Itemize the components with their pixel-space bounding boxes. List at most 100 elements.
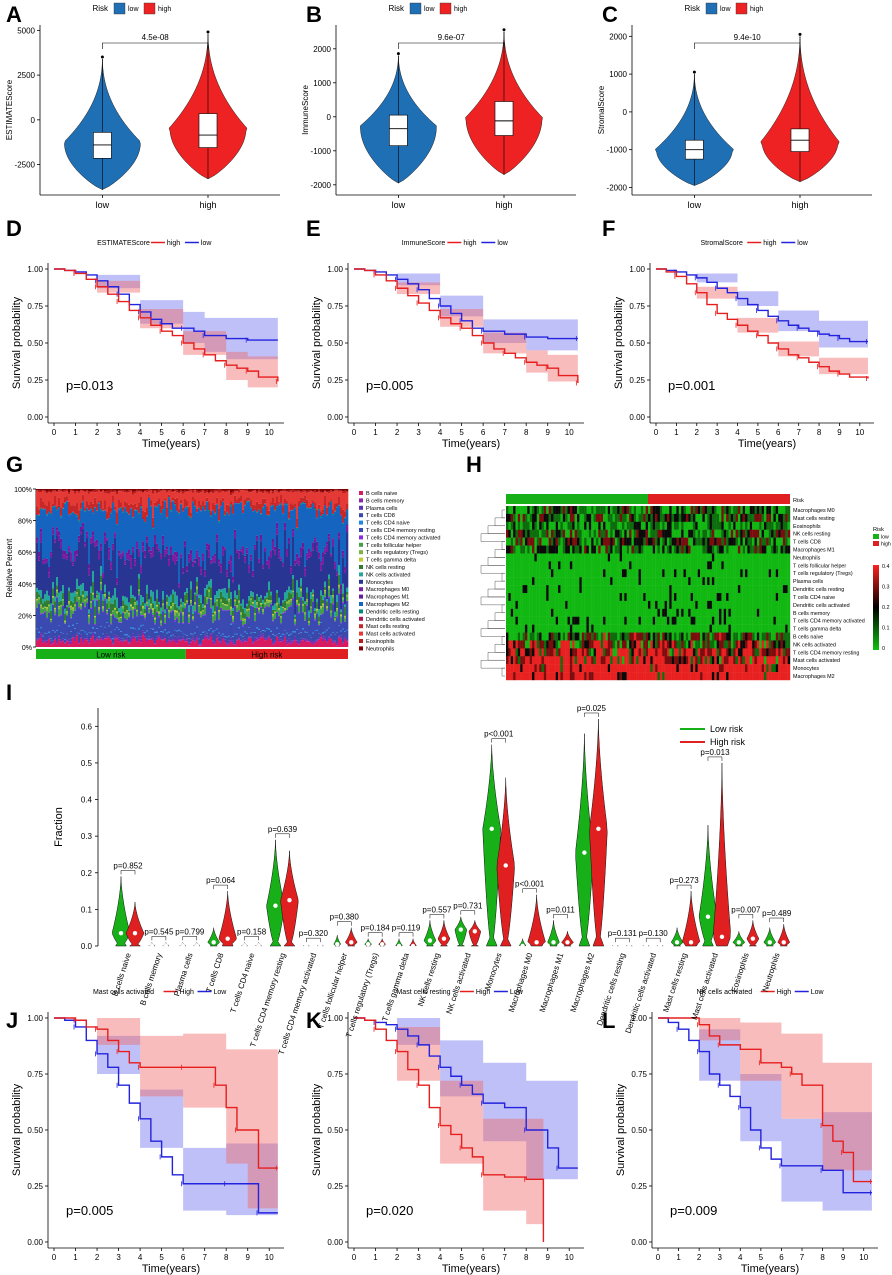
heatmap-cell (733, 545, 736, 554)
bar-segment (38, 603, 41, 604)
bar-segment (84, 631, 87, 633)
bar-segment (36, 587, 39, 592)
survival-curve-High (354, 1017, 545, 1242)
bar-segment (102, 490, 105, 509)
heatmap-cell (581, 529, 585, 538)
bar-segment (44, 633, 47, 639)
heatmap-cell (621, 513, 625, 523)
bar-segment (320, 515, 323, 518)
bar-segment (118, 637, 121, 640)
bar-segment (176, 552, 179, 558)
bar-segment (116, 523, 119, 524)
bar-segment (122, 551, 125, 553)
bar-segment (184, 545, 187, 548)
bar-segment (146, 492, 149, 508)
bar-segment (108, 626, 111, 636)
bar-segment (228, 601, 231, 610)
heatmap-cell (550, 529, 554, 538)
x-tick-label: 6 (481, 428, 486, 437)
bar-segment (164, 638, 167, 647)
stacked-bar (166, 489, 169, 647)
bar-segment (160, 639, 163, 647)
bar-segment (90, 638, 93, 647)
heatmap-cell (636, 553, 639, 562)
x-tick-label: 1 (373, 428, 378, 437)
bar-segment (284, 503, 287, 505)
heatmap-cell (650, 513, 653, 523)
stacked-bar (162, 489, 165, 647)
bar-segment (178, 639, 181, 641)
bar-segment (242, 642, 245, 647)
heatmap-cell (775, 521, 779, 530)
bar-segment (272, 504, 275, 506)
heatmap-cell (543, 521, 547, 530)
y-tick-label: 0.25 (27, 376, 43, 385)
heatmap-cell (513, 545, 516, 554)
heatmap-cell (747, 521, 750, 530)
bar-segment (342, 521, 345, 523)
survival-curve-High (658, 1017, 872, 1183)
bar-segment (338, 536, 341, 540)
bar-segment (36, 540, 39, 543)
bar-segment (344, 573, 347, 605)
stacked-bar (228, 489, 231, 647)
bar-segment (236, 640, 239, 641)
bar-segment (270, 490, 273, 492)
heatmap-cell (541, 545, 545, 554)
bar-segment (310, 606, 313, 608)
bar-segment (322, 641, 325, 647)
heatmap-cell (572, 506, 575, 515)
heatmap-cell (737, 545, 741, 554)
bar-segment (202, 489, 205, 491)
legend-swatch (359, 572, 363, 577)
bar-segment (218, 559, 221, 563)
bar-segment (268, 601, 271, 603)
bar-segment (54, 538, 57, 540)
bar-segment (88, 509, 91, 511)
heatmap-cell (510, 553, 514, 562)
bar-segment (220, 572, 223, 590)
bar-segment (270, 502, 273, 505)
bar-segment (232, 615, 235, 618)
heatmap-cell (584, 506, 587, 515)
bar-segment (344, 616, 347, 619)
bar-segment (88, 564, 91, 569)
bar-segment (44, 558, 47, 560)
bar-segment (336, 573, 339, 576)
bar-segment (94, 489, 97, 490)
bar-segment (144, 634, 147, 637)
bar-segment (98, 500, 101, 503)
bar-segment (208, 509, 211, 511)
bar-segment (342, 628, 345, 630)
bar-segment (94, 506, 97, 508)
bar-segment (178, 606, 181, 610)
bar-segment (46, 633, 49, 640)
bar-segment (92, 592, 95, 594)
significance-bracket (694, 42, 801, 49)
bar-segment (288, 606, 291, 608)
bar-segment (232, 582, 235, 608)
bar-segment (338, 489, 341, 491)
bar-segment (236, 605, 239, 606)
heatmap-cell (595, 521, 599, 530)
bar-segment (106, 490, 109, 494)
bar-segment (80, 489, 83, 490)
heatmap-cell (520, 545, 523, 554)
bar-segment (136, 509, 139, 510)
bar-segment (284, 491, 287, 499)
bar-segment (320, 511, 323, 516)
bar-segment (226, 490, 229, 492)
bar-segment (170, 640, 173, 643)
bar-segment (192, 502, 195, 562)
bar-segment (74, 514, 77, 551)
bar-segment (62, 600, 65, 606)
bar-segment (278, 492, 281, 502)
bar-segment (144, 555, 147, 558)
bar-segment (134, 509, 137, 511)
bar-segment (334, 621, 337, 635)
heatmap-cell (745, 506, 748, 515)
bar-segment (270, 601, 273, 604)
bar-segment (90, 491, 93, 493)
bar-segment (100, 590, 103, 626)
bar-segment (126, 640, 129, 647)
